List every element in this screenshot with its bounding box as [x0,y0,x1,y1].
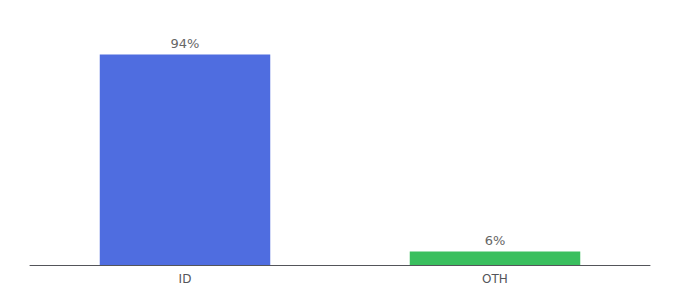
svg-text:OTH: OTH [482,272,508,286]
svg-text:94%: 94% [171,36,200,51]
svg-text:ID: ID [179,272,192,286]
svg-text:6%: 6% [485,233,506,248]
